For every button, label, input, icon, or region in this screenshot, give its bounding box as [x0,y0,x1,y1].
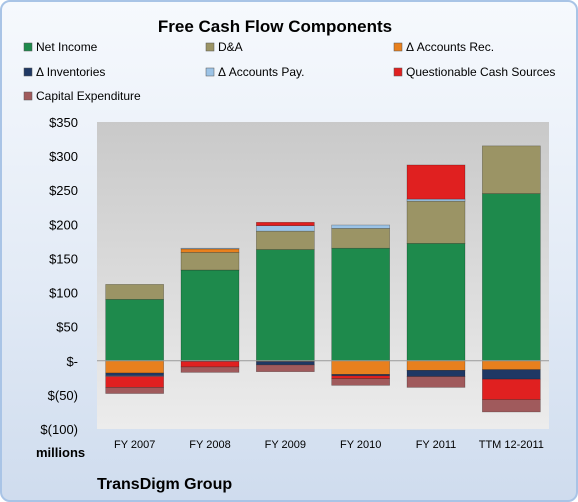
legend-label-danda: D&A [218,40,243,54]
legend-swatch-capital-expenditure [23,91,33,101]
bar-danda-fy-2008 [180,252,240,271]
bar-net-income-ttm-12-2011 [482,193,541,362]
company-name: TransDigm Group [97,476,232,493]
bar-delta-inventories-fy-2011 [406,370,466,377]
bar-delta-inventories-fy-2009 [256,361,315,366]
bar-delta-accounts-rec-fy-2007 [105,360,164,374]
bar-questionable-cash-sources-fy-2009 [256,221,315,226]
unit-label: millions [36,445,85,460]
bar-net-income-fy-2008 [180,269,240,362]
legend: Net Income D&A Δ Accounts Rec. Δ Inventorie… [23,40,555,103]
legend-label-delta-inventories: Δ Inventories [36,65,105,79]
bar-questionable-cash-sources-fy-2007 [105,376,164,388]
x-tick-label: TTM 12-2011 [479,439,544,451]
bar-capital-expenditure-ttm-12-2011 [482,399,541,413]
legend-swatch-questionable-cash-sources [393,67,403,77]
bar-delta-inventories-ttm-12-2011 [482,369,541,380]
x-tick-label: FY 2007 [114,439,155,451]
bar-questionable-cash-sources-fy-2008 [180,361,240,368]
bar-questionable-cash-sources-fy-2010 [331,375,390,379]
bar-capital-expenditure-fy-2009 [256,364,315,372]
bar-delta-accounts-rec-fy-2010 [331,360,390,375]
legend-swatch-net-income [23,42,33,52]
legend-label-capital-expenditure: Capital Expenditure [36,89,141,103]
x-tick-label: FY 2008 [189,439,230,451]
bar-delta-accounts-rec-fy-2011 [406,360,466,371]
bar-danda-fy-2007 [105,284,164,300]
y-tick-label: $200 [49,217,78,232]
bar-questionable-cash-sources-fy-2011 [406,164,466,200]
bar-net-income-fy-2009 [256,249,315,362]
bar-delta-inventories-fy-2007 [105,372,164,377]
bar-net-income-fy-2010 [331,247,390,362]
legend-label-questionable-cash-sources: Questionable Cash Sources [406,65,555,79]
bar-net-income-fy-2011 [406,243,466,362]
bar-delta-accounts-pay-fy-2007 [105,375,164,377]
chart-title: Free Cash Flow Components [158,17,392,36]
x-tick-label: FY 2010 [340,439,381,451]
legend-label-delta-accounts-pay: Δ Accounts Pay. [218,65,305,79]
bar-danda-ttm-12-2011 [482,145,541,194]
y-tick-label: $(100) [40,422,78,437]
bar-capital-expenditure-fy-2011 [406,376,466,388]
y-tick-label: $250 [49,183,78,198]
bar-delta-accounts-pay-fy-2009 [256,225,315,232]
legend-swatch-delta-inventories [23,67,33,77]
bar-capital-expenditure-fy-2008 [180,366,240,373]
bar-danda-fy-2011 [406,200,466,244]
bar-capital-expenditure-fy-2007 [105,387,164,394]
bar-danda-fy-2010 [331,228,390,249]
y-axis: $350 $300 $250 $200 $150 $100 $50 $- $(50) $(100) [40,115,549,437]
bars [105,145,541,413]
y-tick-label: $100 [49,286,78,301]
bar-delta-accounts-pay-fy-2008 [180,247,240,250]
bar-net-income-fy-2007 [105,299,164,362]
y-tick-label: $50 [56,320,78,335]
x-axis: FY 2007 FY 2008 FY 2009 FY 2010 FY 2011 TTM 1… [114,439,544,451]
bar-delta-accounts-rec-fy-2008 [180,248,240,253]
y-tick-label: $- [66,354,78,369]
y-tick-label: $300 [49,149,78,164]
legend-label-delta-accounts-rec: Δ Accounts Rec. [406,40,494,54]
x-tick-label: FY 2011 [416,439,457,451]
legend-swatch-delta-accounts-rec [393,42,403,52]
y-tick-label: $350 [49,115,78,130]
legend-label-net-income: Net Income [36,40,98,54]
bar-capital-expenditure-fy-2010 [331,378,390,386]
plot-area [97,122,549,429]
y-tick-label: $150 [49,251,78,266]
bar-questionable-cash-sources-ttm-12-2011 [482,378,541,400]
bar-danda-fy-2009 [256,230,315,250]
y-tick-label: $(50) [48,388,78,403]
legend-swatch-danda [205,42,215,52]
bar-delta-accounts-rec-ttm-12-2011 [482,360,541,370]
legend-swatch-delta-accounts-pay [205,67,215,77]
bar-delta-accounts-pay-fy-2011 [406,198,466,202]
x-tick-label: FY 2009 [265,439,306,451]
bar-delta-accounts-pay-fy-2010 [331,224,390,229]
